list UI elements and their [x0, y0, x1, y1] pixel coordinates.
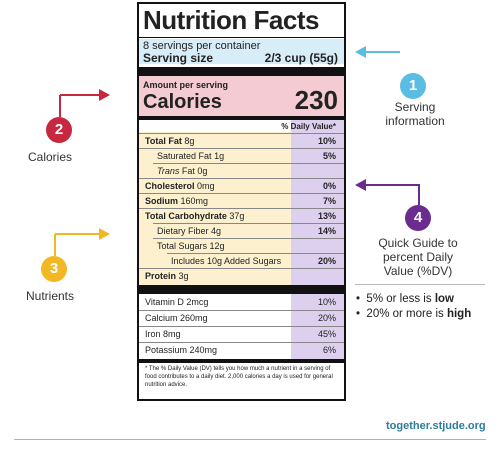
guide-bullet-high: • 20% or more is high — [356, 308, 472, 320]
guide-divider — [355, 284, 485, 285]
servings-per-container: 8 servings per container — [143, 40, 261, 52]
amount-per-serving: Amount per serving — [143, 80, 229, 90]
arrow-calories-stem — [59, 95, 61, 117]
annotation-3-text: Nutrients — [25, 289, 75, 303]
annotation-1-text: Serving information — [385, 100, 445, 128]
arrow-dv — [355, 179, 420, 191]
annotation-2-text: Calories — [27, 150, 72, 164]
dv-column — [291, 117, 344, 287]
serving-section — [139, 39, 344, 64]
arrow-serving — [355, 46, 400, 58]
arrow-nutrients — [55, 228, 110, 240]
footnote: * The % Daily Value (DV) tells you how m… — [145, 366, 333, 388]
calories-label: Calories — [143, 91, 222, 113]
serving-size-value: 2/3 cup (55g) — [264, 51, 338, 65]
nutrition-facts-label: Nutrition Facts 8 servings per container… — [137, 2, 346, 401]
footer-line — [14, 439, 486, 440]
guide-bullet-low: • 5% or less is low — [356, 293, 454, 305]
annotation-4-badge: 4 — [405, 205, 431, 231]
serving-size-label: Serving size — [143, 51, 214, 65]
annotation-1-badge: 1 — [400, 73, 426, 99]
calories-section — [139, 76, 344, 116]
arrow-calories — [60, 89, 110, 101]
annotation-4-text: Quick Guide to percent Daily Value (%DV) — [378, 236, 458, 278]
arrow-nutrients-stem — [54, 234, 56, 256]
footer-url[interactable]: together.stjude.org — [386, 420, 486, 432]
label-title: Nutrition Facts — [143, 5, 319, 35]
annotation-3-badge: 3 — [41, 256, 67, 282]
dv-header: % Daily Value* — [281, 122, 336, 131]
annotation-2-badge: 2 — [46, 117, 72, 143]
arrow-dv-stem — [418, 185, 420, 205]
calories-value: 230 — [294, 85, 338, 115]
